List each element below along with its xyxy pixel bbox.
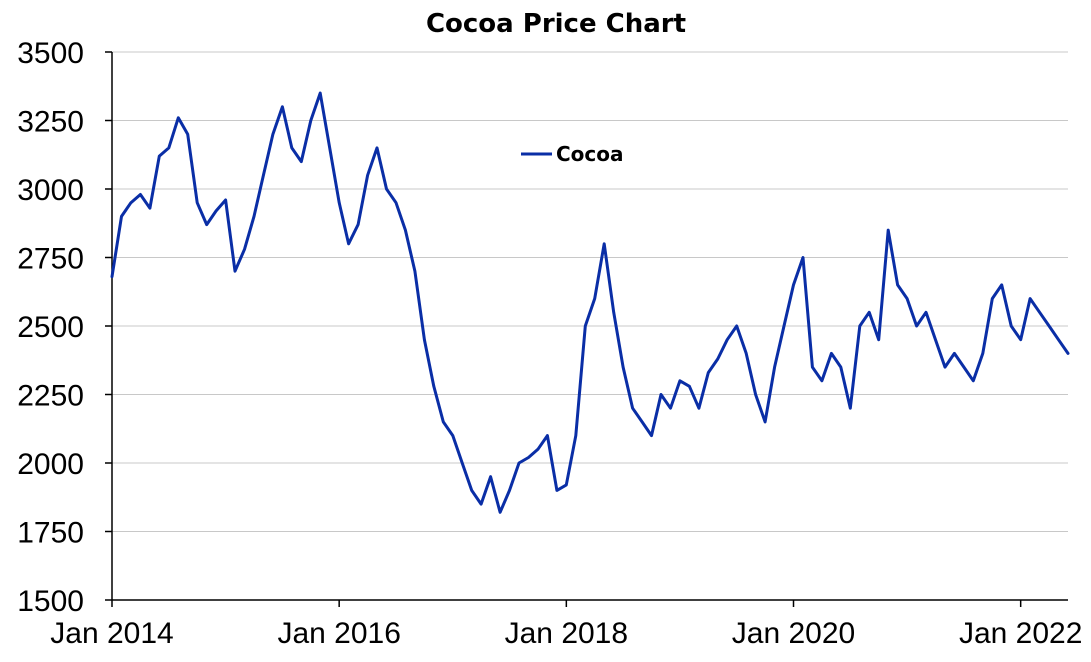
- x-tick-label: Jan 2018: [505, 617, 628, 650]
- y-tick-label: 2000: [17, 448, 84, 481]
- x-tick-label: Jan 2014: [50, 617, 173, 650]
- axes: [105, 51, 1068, 607]
- y-tick-label: 1500: [17, 585, 84, 618]
- y-tick-label: 3000: [17, 174, 84, 207]
- y-tick-label: 3500: [17, 37, 84, 70]
- legend: Cocoa: [521, 142, 624, 166]
- x-tick-label: Jan 2016: [277, 617, 400, 650]
- chart-title: Cocoa Price Chart: [426, 9, 686, 39]
- series-line-cocoa: [110, 91, 1070, 514]
- gridlines: [112, 51, 1068, 532]
- y-tick-label: 2500: [17, 311, 84, 344]
- y-tick-label: 3250: [17, 106, 84, 139]
- y-axis-tick-labels: 1500 1750 2000 2250 2500 2750 3000 3250 3500: [17, 37, 84, 618]
- legend-label-cocoa: Cocoa: [556, 142, 624, 166]
- y-tick-label: 2250: [17, 380, 84, 413]
- x-tick-label: Jan 2022: [959, 617, 1082, 650]
- x-axis-tick-labels: Jan 2014 Jan 2016 Jan 2018 Jan 2020 Jan 2022: [50, 617, 1082, 650]
- series-layer: [110, 91, 1070, 514]
- x-tick-label: Jan 2020: [732, 617, 855, 650]
- y-tick-label: 1750: [17, 517, 84, 550]
- y-tick-label: 2750: [17, 243, 84, 276]
